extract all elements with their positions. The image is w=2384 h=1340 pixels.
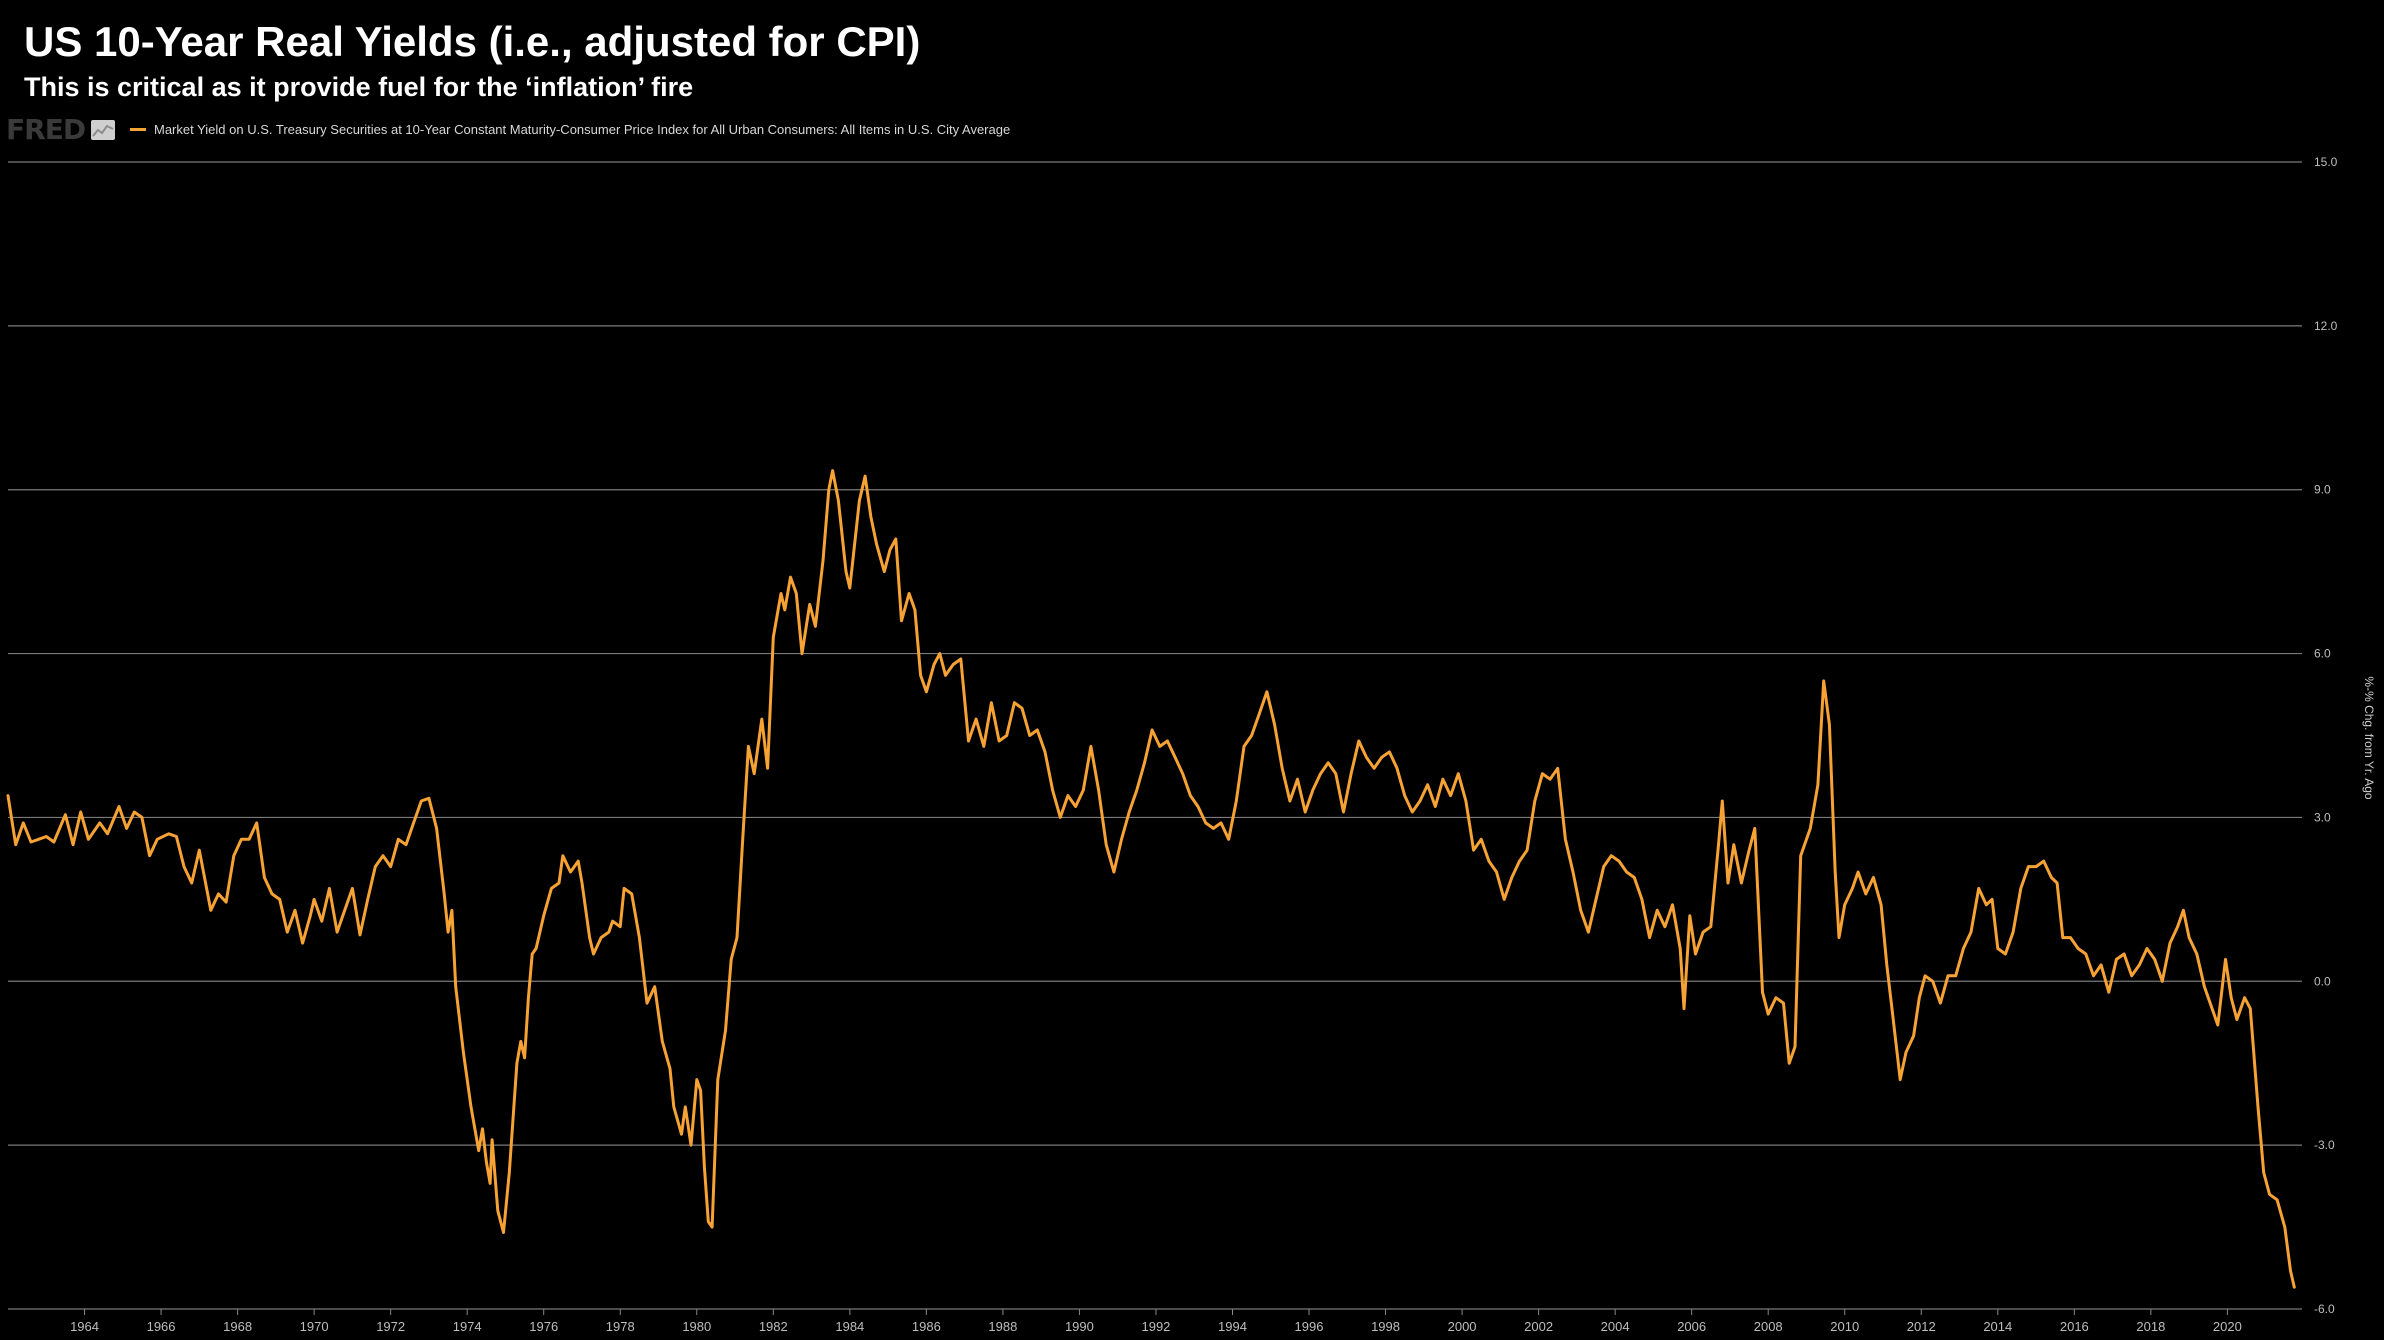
x-tick-label: 2000 [1448,1319,1477,1334]
x-tick-label: 1984 [835,1319,864,1334]
x-tick-label: 2020 [2213,1319,2242,1334]
x-tick-label: 1980 [682,1319,711,1334]
x-tick-label: 1974 [453,1319,482,1334]
x-tick-label: 2010 [1830,1319,1859,1334]
x-tick-label: 1978 [606,1319,635,1334]
x-tick-label: 2018 [2136,1319,2165,1334]
y-tick-label: -3.0 [2314,1138,2335,1152]
y-axis-title: %-% Chg. from Yr. Ago [2362,676,2376,800]
x-tick-label: 1996 [1295,1319,1324,1334]
x-tick-label: 1970 [300,1319,329,1334]
fred-chart-icon [91,120,116,140]
x-tick-label: 1982 [759,1319,788,1334]
page-title: US 10-Year Real Yields (i.e., adjusted f… [24,18,921,65]
fred-logo: FRED [6,113,116,146]
x-tick-label: 2012 [1907,1319,1936,1334]
x-tick-label: 1986 [912,1319,941,1334]
y-tick-label: 15.0 [2314,155,2338,169]
x-tick-label: 1968 [223,1319,252,1334]
y-tick-label: 0.0 [2314,974,2331,988]
x-tick-label: 1966 [147,1319,176,1334]
y-axis-ticks: 15.0 12.0 9.0 6.0 3.0 0.0 -3.0 -6.0 [2314,155,2338,1316]
x-tick-label: 1972 [376,1319,405,1334]
x-tick-label: 1998 [1371,1319,1400,1334]
x-tick-label: 1976 [529,1319,558,1334]
x-tick-label: 2014 [1983,1319,2012,1334]
fred-logo-text: FRED [6,113,86,146]
chart-series [6,469,2296,1289]
series-line-0 [6,469,2296,1289]
x-tick-label: 2006 [1677,1319,1706,1334]
legend-label: Market Yield on U.S. Treasury Securities… [154,122,1011,137]
y-tick-label: 6.0 [2314,647,2331,661]
x-tick-label: 1992 [1141,1319,1170,1334]
x-tick-label: 2016 [2060,1319,2089,1334]
x-tick-label: 1994 [1218,1319,1247,1334]
chart-legend: Market Yield on U.S. Treasury Securities… [130,122,1010,137]
x-tick-label: 2008 [1754,1319,1783,1334]
y-tick-label: 12.0 [2314,319,2338,333]
y-tick-label: -6.0 [2314,1302,2335,1316]
fred-chart-icon-glyph [92,124,114,137]
x-axis-ticks: 1964 1966 1968 1970 1972 1974 1976 1978 1980 1982… [70,1309,2242,1334]
x-tick-label: 2004 [1601,1319,1630,1334]
page-subtitle: This is critical as it provide fuel for … [24,72,694,102]
x-tick-label: 2002 [1524,1319,1553,1334]
legend-swatch [130,128,146,131]
y-tick-label: 9.0 [2314,483,2331,497]
x-tick-label: 1990 [1065,1319,1094,1334]
x-tick-label: 1988 [988,1319,1017,1334]
chart-gridlines [8,161,2302,1310]
x-tick-label: 1964 [70,1319,99,1334]
y-tick-label: 3.0 [2314,810,2331,824]
